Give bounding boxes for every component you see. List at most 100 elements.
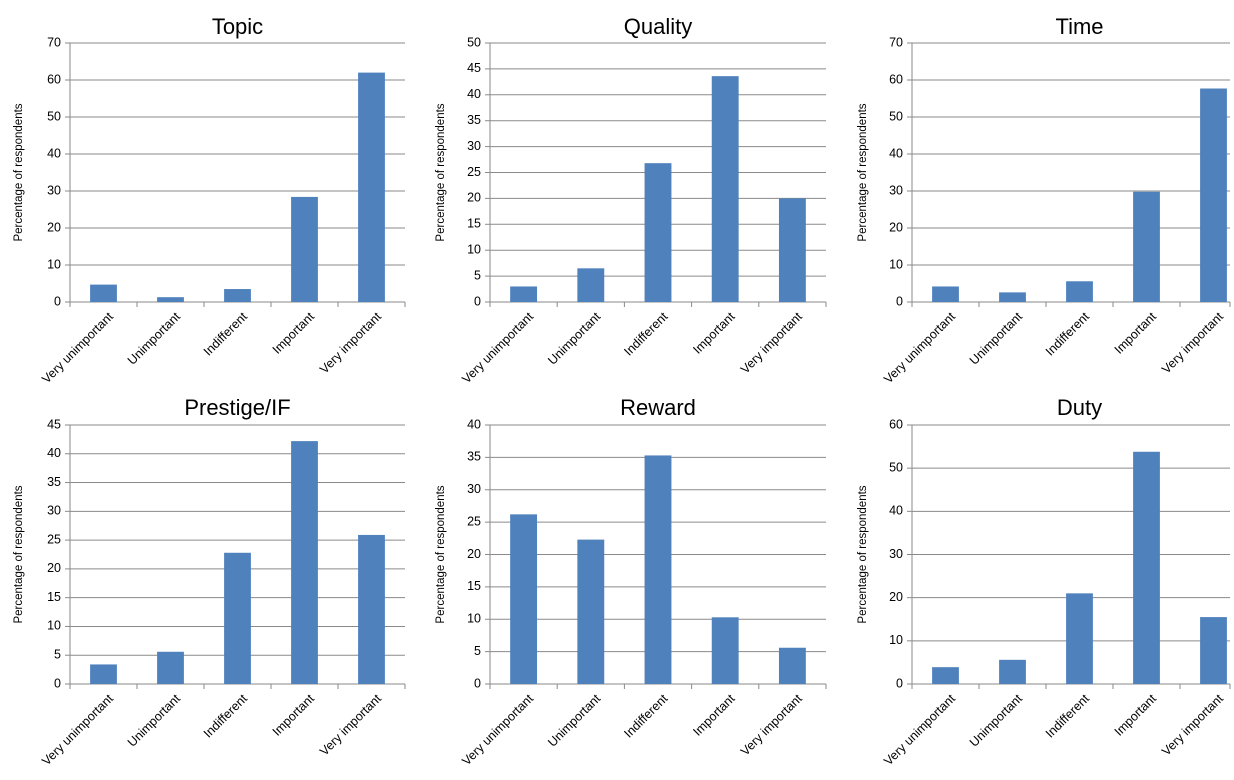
x-category-label: Important [270,691,318,739]
chart-panel-prestige-if: Prestige/IF Percentage of respondents 0 5 10… [13,395,406,768]
bar-very-unimportant [510,514,538,684]
x-category-label: Very unimportant [881,309,958,386]
y-axis-label: Percentage of respondents [857,485,869,623]
y-axis-label: Percentage of respondents [13,103,25,241]
y-tick-label: 30 [467,139,481,153]
bar-indifferent [224,289,251,302]
y-axis-label: Percentage of respondents [13,485,25,623]
x-category-label: Indifferent [621,309,670,358]
y-tick-label: 40 [47,446,61,460]
y-tick-label: 35 [467,113,481,127]
x-category-label: Very unimportant [39,691,116,768]
x-category-label: Indifferent [201,691,250,740]
y-tick-label: 50 [47,109,61,123]
x-category-label: Unimportant [967,309,1025,367]
y-tick-label: 0 [54,676,61,690]
bar-very-important [358,72,385,302]
y-tick-label: 20 [889,220,903,234]
bar-very-unimportant [932,667,959,684]
y-tick-label: 15 [47,590,61,604]
y-tick-label: 60 [47,72,61,86]
bar-unimportant [999,659,1026,684]
y-tick-label: 0 [896,294,903,308]
x-category-label: Important [690,691,738,739]
y-tick-label: 50 [467,35,481,49]
bar-unimportant [577,268,605,302]
y-tick-label: 45 [467,61,481,75]
y-tick-label: 25 [467,165,481,179]
y-tick-label: 20 [47,561,61,575]
y-tick-label: 70 [47,35,61,49]
y-tick-label: 70 [889,35,903,49]
y-tick-label: 40 [47,146,61,160]
y-tick-label: 30 [47,504,61,518]
y-tick-label: 20 [47,220,61,234]
bar-important [1133,451,1160,684]
chart-title: Duty [1057,395,1102,420]
y-tick-label: 15 [467,579,481,593]
y-tick-label: 25 [47,532,61,546]
x-category-label: Unimportant [967,691,1025,749]
bar-very-unimportant [90,284,117,302]
y-tick-label: 35 [47,475,61,489]
y-tick-label: 0 [474,676,481,690]
y-tick-label: 5 [474,644,481,658]
bar-indifferent [644,163,672,302]
x-category-label: Unimportant [125,309,183,367]
y-tick-label: 15 [467,217,481,231]
x-category-label: Important [1112,691,1160,739]
y-tick-label: 10 [47,619,61,633]
y-tick-label: 10 [47,257,61,271]
y-tick-label: 20 [889,590,903,604]
bar-indifferent [1066,593,1093,684]
y-tick-label: 45 [47,417,61,431]
chart-panel-topic: Topic Percentage of respondents 0 10 20 30 40 5… [13,14,406,386]
y-tick-label: 40 [889,504,903,518]
y-tick-label: 5 [54,648,61,662]
y-tick-label: 20 [467,547,481,561]
y-tick-label: 5 [474,268,481,282]
x-category-label: Indifferent [621,691,670,740]
x-category-label: Indifferent [201,309,250,358]
x-category-label: Unimportant [125,691,183,749]
bar-indifferent [644,455,672,684]
bar-unimportant [157,297,184,302]
x-category-label: Very important [738,691,805,758]
x-category-label: Very unimportant [881,691,958,768]
y-tick-label: 30 [889,547,903,561]
y-tick-label: 10 [889,633,903,647]
y-tick-label: 30 [889,183,903,197]
y-tick-label: 10 [889,257,903,271]
x-category-label: Very important [317,691,384,758]
y-axis-label: Percentage of respondents [435,103,447,241]
y-axis-label: Percentage of respondents [435,485,447,623]
chart-title: Topic [212,14,263,39]
chart-panel-reward: Reward Percentage of respondents 0 5 10 15 20 2… [435,395,827,768]
bar-important [1133,191,1160,302]
y-tick-label: 30 [47,183,61,197]
y-tick-label: 40 [467,417,481,431]
x-category-label: Important [690,309,738,357]
y-tick-label: 0 [54,294,61,308]
bar-unimportant [999,292,1026,302]
bar-very-unimportant [90,664,117,684]
x-category-label: Unimportant [545,309,603,367]
chart-panel-time: Time Percentage of respondents 0 10 20 30 40 50… [857,14,1231,386]
chart-panel-quality: Quality Percentage of respondents 0 5 10 15 20… [435,14,827,386]
chart-title: Prestige/IF [184,395,290,420]
x-category-label: Very important [1159,691,1226,758]
y-tick-label: 10 [467,242,481,256]
x-category-label: Very unimportant [39,309,116,386]
x-category-label: Very unimportant [459,309,536,386]
chart-title: Time [1055,14,1103,39]
bar-important [711,76,739,302]
x-category-label: Very important [1159,309,1226,376]
y-tick-label: 0 [474,294,481,308]
y-tick-label: 10 [467,612,481,626]
bar-important [291,196,318,302]
bar-very-important [1200,88,1227,302]
bar-very-unimportant [510,286,538,302]
bar-very-important [778,198,806,302]
bar-very-unimportant [932,286,959,302]
